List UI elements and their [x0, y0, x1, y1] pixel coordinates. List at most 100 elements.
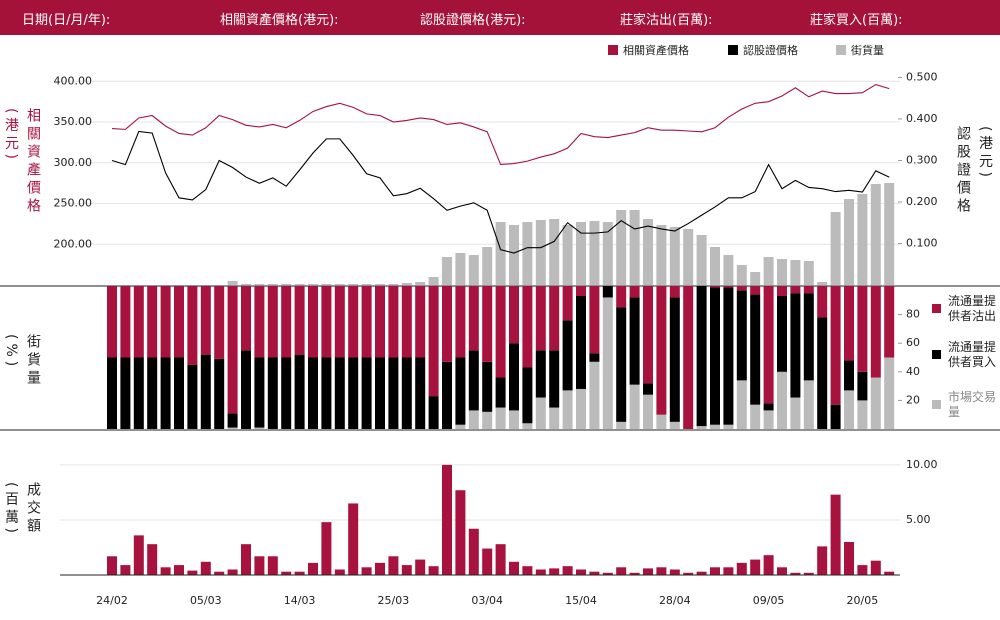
- bar-segment: [455, 357, 466, 425]
- bar-segment: [254, 357, 265, 428]
- x-tick-label: 28/04: [659, 594, 691, 607]
- y-tick-label: 400.00: [54, 74, 93, 87]
- header-label: 認股證價格(港元):: [420, 13, 526, 28]
- x-tick-label: 03/04: [471, 594, 503, 607]
- y-axis-title: 相關資產價格(港元): [3, 108, 41, 216]
- bar-segment: [361, 357, 372, 429]
- bar-segment: [669, 297, 680, 422]
- bar: [736, 562, 747, 575]
- bar: [723, 255, 734, 285]
- bar-segment: [844, 390, 854, 429]
- bar: [120, 565, 131, 575]
- bar: [562, 225, 573, 285]
- bar-segment: [509, 343, 519, 411]
- bar-segment: [294, 354, 305, 429]
- bar: [348, 284, 359, 285]
- bar-segment: [120, 357, 131, 429]
- bar: [401, 283, 412, 285]
- bar-segment: [884, 286, 895, 358]
- bar-segment: [147, 286, 158, 358]
- bar: [522, 222, 533, 285]
- bar: [549, 568, 560, 575]
- y2-tick-label: 0.200: [906, 195, 938, 208]
- x-tick-label: 15/04: [565, 594, 597, 607]
- legend-swatch: [728, 45, 738, 55]
- bar: [723, 567, 734, 575]
- bar-segment: [254, 427, 265, 429]
- bar-segment: [763, 286, 774, 404]
- legend-label: 流通量提供者買入: [948, 340, 997, 369]
- bar-segment: [696, 426, 707, 429]
- bar-segment: [803, 380, 814, 429]
- y2-axis-title: 認股證價格(港元): [955, 126, 993, 216]
- bar-segment: [857, 400, 868, 429]
- y-tick-label: 80: [906, 308, 920, 321]
- bar: [522, 566, 533, 575]
- bar-segment: [147, 357, 158, 429]
- bar: [241, 284, 251, 285]
- bar-segment: [174, 286, 184, 358]
- line: [111, 83, 890, 165]
- bar-segment: [187, 364, 198, 429]
- bar: [147, 544, 158, 575]
- bar: [830, 212, 841, 285]
- bar-segment: [308, 286, 318, 358]
- bar-segment: [187, 286, 198, 365]
- bar: [267, 556, 278, 575]
- bar-segment: [817, 286, 828, 318]
- legend-swatch: [932, 304, 941, 313]
- bar-segment: [616, 421, 627, 429]
- bar-segment: [254, 286, 265, 358]
- bar: [254, 284, 265, 285]
- legend-swatch: [608, 45, 618, 55]
- header-label: 日期(日/月/年):: [22, 13, 111, 28]
- bar: [187, 570, 198, 575]
- legend-label: 街貨量: [851, 43, 884, 57]
- y-tick-label: 300.00: [54, 156, 93, 169]
- bar-segment: [401, 286, 412, 358]
- x-tick-label: 25/03: [378, 594, 410, 607]
- bar: [562, 566, 573, 575]
- bar: [535, 220, 546, 285]
- bar-segment: [857, 286, 868, 372]
- bar-segment: [120, 286, 131, 358]
- bar: [683, 572, 694, 575]
- bar-segment: [468, 286, 479, 351]
- bar: [174, 565, 184, 575]
- bar: [468, 528, 479, 575]
- legend-label: 相關資產價格: [623, 43, 689, 57]
- bar-segment: [482, 361, 493, 412]
- y-tick-label: 20: [906, 393, 920, 406]
- bar: [777, 259, 787, 285]
- bar-segment: [616, 307, 627, 422]
- bar-segment: [736, 380, 747, 429]
- bar-segment: [200, 286, 211, 355]
- bar: [870, 560, 881, 575]
- bar-segment: [321, 357, 332, 429]
- bar: [696, 235, 707, 285]
- bar: [790, 260, 801, 285]
- y-tick-label: 350.00: [54, 115, 93, 128]
- bar-segment: [321, 286, 332, 358]
- bar-segment: [723, 424, 734, 429]
- bar-segment: [227, 427, 238, 429]
- bar-segment: [857, 371, 868, 401]
- bar-segment: [200, 354, 211, 429]
- x-tick-label: 20/05: [847, 594, 879, 607]
- bar-segment: [482, 286, 493, 362]
- bar-segment: [522, 423, 533, 429]
- bar: [468, 255, 479, 285]
- bar-segment: [294, 286, 305, 355]
- bar-segment: [576, 286, 586, 297]
- bar-segment: [174, 357, 184, 429]
- x-tick-label: 24/02: [96, 594, 128, 607]
- bar: [830, 494, 841, 575]
- bar: [361, 284, 372, 285]
- bar: [294, 571, 305, 575]
- bar-segment: [830, 286, 841, 405]
- bar-segment: [723, 287, 734, 425]
- bar-segment: [710, 424, 720, 429]
- bar-segment: [442, 361, 452, 429]
- bar-segment: [576, 296, 586, 389]
